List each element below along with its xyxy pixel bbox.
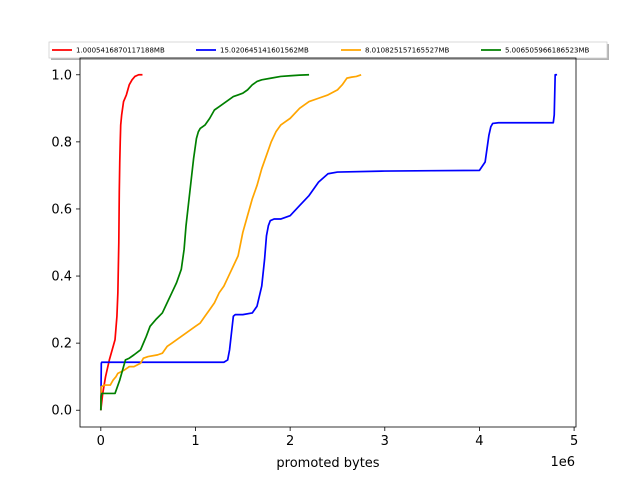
plot-frame (79, 57, 577, 428)
legend-label: 8.010825157165527MB (365, 47, 450, 55)
axes: 0 1 2 3 4 5 0.0 0.2 0.4 0.6 0.8 1.0 (51, 57, 578, 449)
y-tick-label: 0.8 (51, 135, 72, 150)
x-axis-offset-label: 1e6 (550, 455, 575, 470)
series-line-1 (99, 73, 143, 411)
legend: 1.0005416870117188MB 15.020645141601562MB… (48, 41, 609, 60)
series-line-2 (99, 73, 558, 411)
y-tick-label: 0.2 (51, 337, 72, 352)
series-line-3 (99, 73, 362, 411)
y-tick-label: 0.4 (51, 270, 72, 285)
x-tick-label: 4 (475, 434, 483, 449)
series-line-4 (99, 73, 310, 411)
y-tick-label: 1.0 (51, 68, 72, 83)
x-axis-title: promoted bytes (276, 456, 379, 471)
plot-lines (99, 73, 558, 411)
x-tick-label: 3 (381, 434, 389, 449)
legend-label: 15.020645141601562MB (220, 47, 309, 55)
x-tick-label: 2 (286, 434, 294, 449)
legend-label: 1.0005416870117188MB (76, 47, 165, 55)
x-tick-label: 5 (570, 434, 578, 449)
x-tick-label: 0 (97, 434, 105, 449)
x-tick-label: 1 (191, 434, 199, 449)
legend-label: 5.006505966186523MB (505, 47, 590, 55)
y-tick-label: 0.0 (51, 404, 72, 419)
y-tick-label: 0.6 (51, 202, 72, 217)
